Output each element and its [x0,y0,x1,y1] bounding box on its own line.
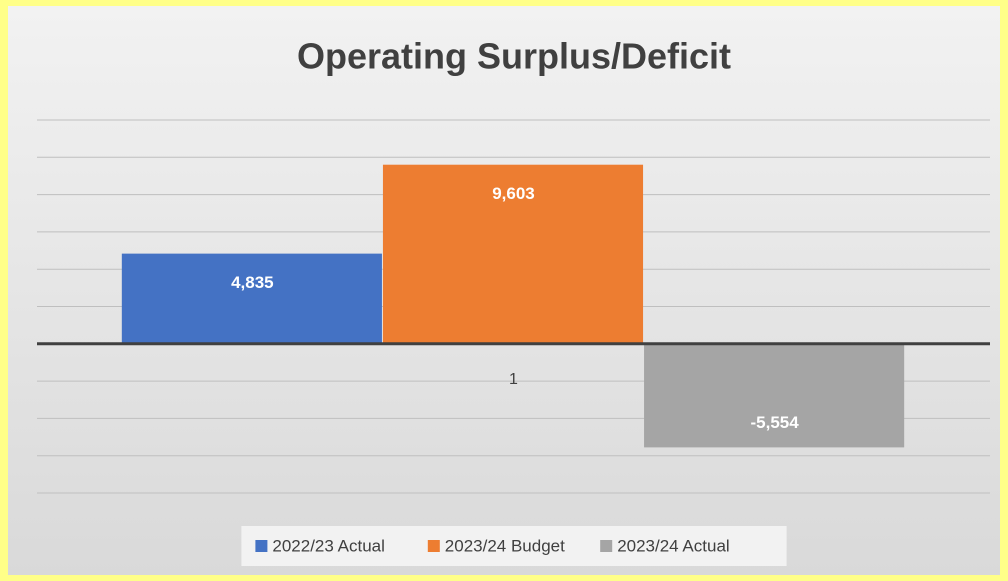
legend-swatch [427,540,440,552]
data-label: -5,554 [751,413,800,432]
bar [382,164,644,344]
legend-label: 2023/24 Budget [445,536,565,555]
data-label: 4,835 [231,273,274,292]
legend-swatch [600,540,613,552]
legend-box [241,526,787,566]
bar [644,343,905,448]
x-tick-label: 1 [509,371,518,388]
legend-swatch [255,540,268,552]
data-label: 9,603 [492,184,535,203]
legend-label: 2022/23 Actual [272,536,384,555]
chart-title: Operating Surplus/Deficit [297,36,731,77]
bar [121,253,382,344]
legend-label: 2023/24 Actual [617,536,729,555]
